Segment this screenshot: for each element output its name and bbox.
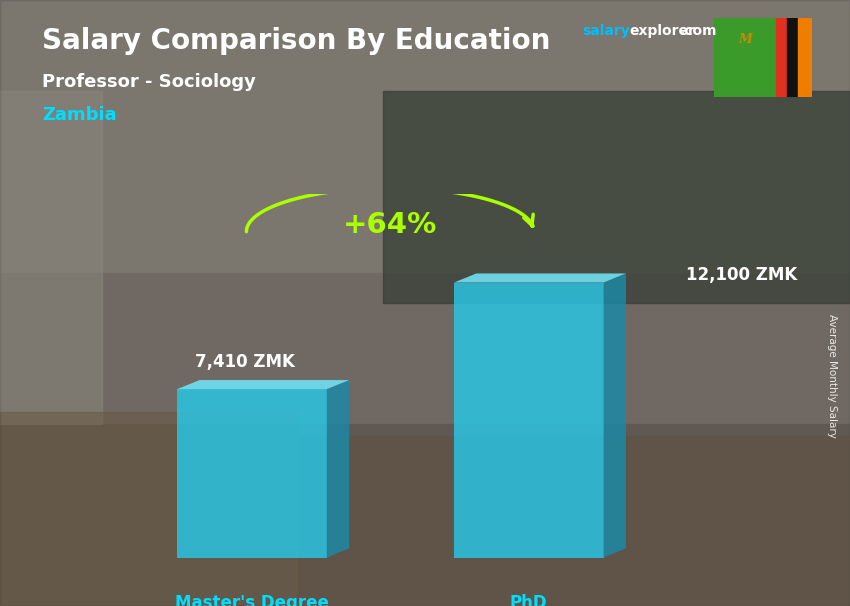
Bar xyxy=(787,18,798,97)
Polygon shape xyxy=(326,380,349,558)
Text: Master's Degree: Master's Degree xyxy=(175,594,329,606)
Polygon shape xyxy=(604,273,626,558)
Text: +64%: +64% xyxy=(343,211,438,239)
Text: Professor - Sociology: Professor - Sociology xyxy=(42,73,257,91)
Text: 12,100 ZMK: 12,100 ZMK xyxy=(686,266,797,284)
Polygon shape xyxy=(454,282,604,558)
Bar xyxy=(798,18,812,97)
Text: salary: salary xyxy=(582,24,630,38)
Text: PhD: PhD xyxy=(510,594,547,606)
Text: Zambia: Zambia xyxy=(42,106,117,124)
Bar xyxy=(776,18,787,97)
Text: Salary Comparison By Education: Salary Comparison By Education xyxy=(42,27,551,55)
Text: .com: .com xyxy=(680,24,717,38)
Text: explorer: explorer xyxy=(629,24,694,38)
Polygon shape xyxy=(177,389,326,558)
Polygon shape xyxy=(177,380,349,389)
Text: Average Monthly Salary: Average Monthly Salary xyxy=(827,314,837,438)
Polygon shape xyxy=(454,273,626,282)
Text: M: M xyxy=(739,33,753,45)
Text: 7,410 ZMK: 7,410 ZMK xyxy=(195,353,294,371)
